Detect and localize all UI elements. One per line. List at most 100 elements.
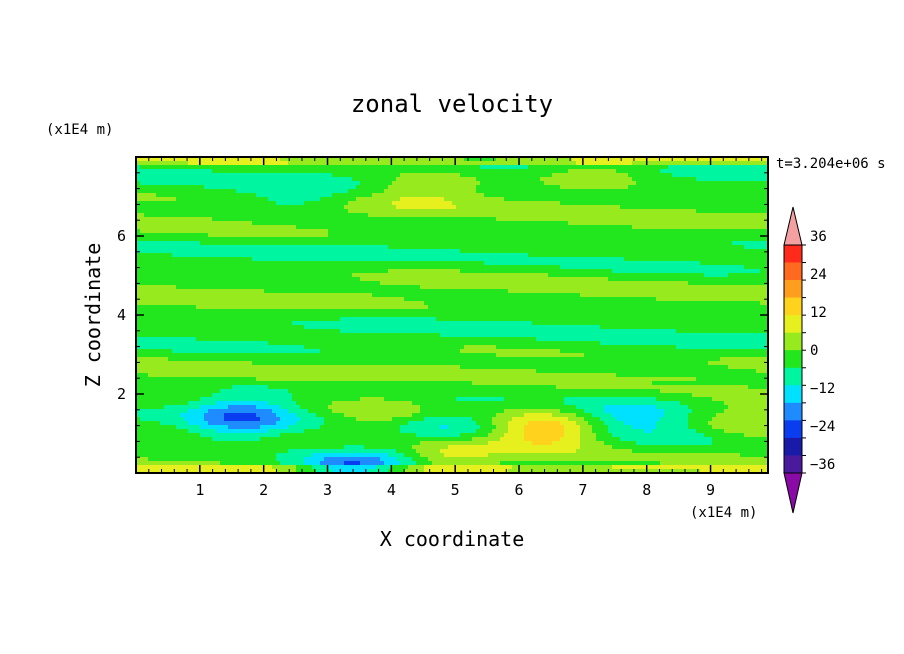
field-cell [260,169,265,174]
field-cell [760,221,765,226]
field-cell [560,221,565,226]
field-cell [728,249,733,254]
field-cell [676,277,681,282]
field-cell [720,173,725,178]
field-cell [712,181,717,186]
field-cell [360,161,365,166]
field-cell [244,269,249,274]
field-cell [608,201,613,206]
field-cell [140,197,145,202]
field-cell [244,185,249,190]
field-cell [568,189,573,194]
field-cell [228,249,233,254]
field-cell [260,229,265,234]
field-cell [300,221,305,226]
field-cell [456,245,461,250]
field-cell [736,177,741,182]
field-cell [508,261,513,266]
field-cell [152,217,157,222]
field-cell [744,193,749,198]
field-cell [456,209,461,214]
field-cell [580,193,585,198]
field-cell [260,253,265,258]
field-cell [648,229,653,234]
field-cell [512,265,517,270]
field-cell [664,205,669,210]
field-cell [296,249,301,254]
field-cell [188,261,193,266]
field-cell [392,281,397,286]
field-cell [684,277,689,282]
field-cell [608,269,613,274]
field-cell [692,177,697,182]
field-cell [696,253,701,258]
field-cell [624,185,629,190]
field-cell [744,261,749,266]
field-cell [476,281,481,286]
field-cell [468,269,473,274]
field-cell [216,205,221,210]
field-cell [568,237,573,242]
field-cell [452,209,457,214]
field-cell [696,209,701,214]
field-cell [720,169,725,174]
field-cell [256,269,261,274]
field-cell [668,189,673,194]
field-cell [272,165,277,170]
field-cell [232,257,237,262]
field-cell [700,221,705,226]
field-cell [496,241,501,246]
field-cell [476,161,481,166]
field-cell [416,241,421,246]
field-cell [212,197,217,202]
field-cell [596,225,601,230]
field-cell [676,229,681,234]
field-cell [196,277,201,282]
field-cell [364,249,369,254]
field-cell [460,257,465,262]
field-cell [584,273,589,278]
field-cell [464,185,469,190]
field-cell [368,197,373,202]
field-cell [724,201,729,206]
field-cell [652,257,657,262]
field-cell [656,157,661,162]
field-cell [552,217,557,222]
field-cell [308,245,313,250]
field-cell [604,173,609,178]
field-cell [456,253,461,258]
field-cell [688,201,693,206]
field-cell [728,209,733,214]
field-cell [692,237,697,242]
field-cell [384,245,389,250]
field-cell [188,237,193,242]
field-cell [428,217,433,222]
field-cell [428,225,433,230]
field-cell [640,241,645,246]
field-cell [352,165,357,170]
field-cell [484,205,489,210]
field-cell [452,177,457,182]
field-cell [472,265,477,270]
field-cell [756,205,761,210]
field-cell [344,161,349,166]
field-cell [720,157,725,162]
field-cell [176,249,181,254]
field-cell [740,261,745,266]
field-cell [300,237,305,242]
field-cell [616,265,621,270]
field-cell [452,261,457,266]
field-cell [188,257,193,262]
field-cell [252,181,257,186]
field-cell [348,229,353,234]
field-cell [324,245,329,250]
field-cell [612,209,617,214]
field-cell [672,193,677,198]
field-cell [648,241,653,246]
field-cell [172,177,177,182]
field-cell [196,281,201,286]
field-cell [516,241,521,246]
field-cell [548,189,553,194]
field-cell [400,273,405,278]
field-cell [724,169,729,174]
